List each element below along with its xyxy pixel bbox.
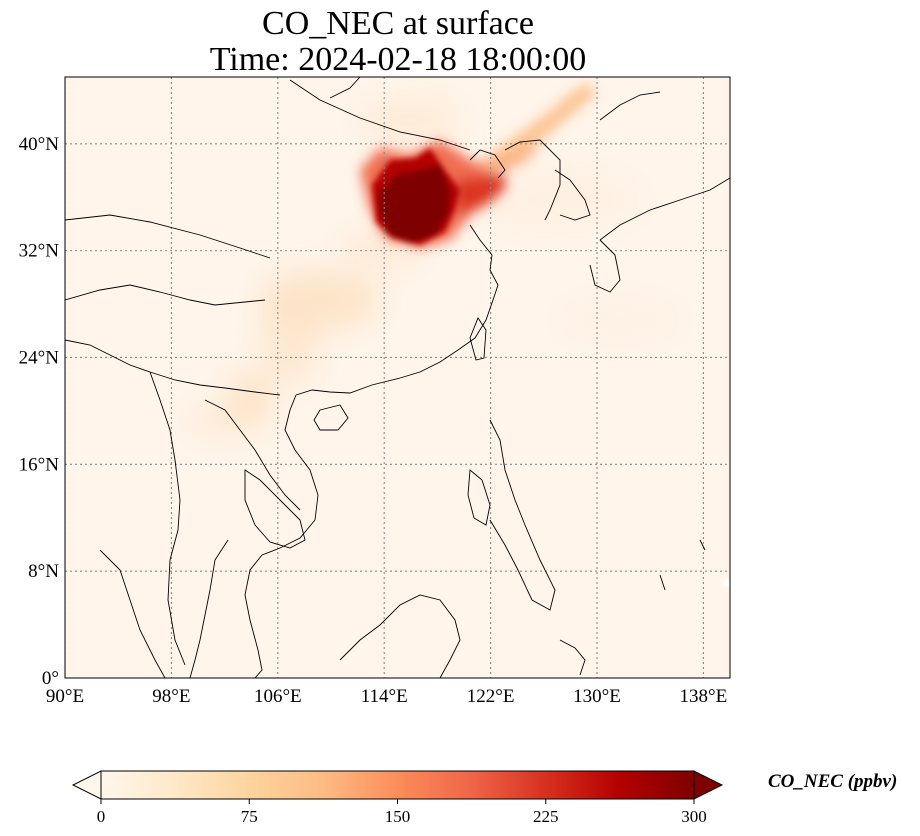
colorbar: 0 75 150 225 300 [71, 770, 724, 826]
colorbar-tick-label: 150 [385, 807, 411, 826]
lat-tick-label: 0° [42, 668, 59, 689]
colorbar-extend-min [71, 770, 102, 800]
main-co-plume [360, 140, 505, 248]
lon-tick-label: 106°E [254, 686, 302, 707]
map-frame [64, 76, 731, 679]
lon-tick-label: 138°E [680, 686, 728, 707]
lat-tick-label: 16°N [19, 454, 60, 475]
lon-tick-label: 130°E [573, 686, 621, 707]
colorbar-tick-label: 300 [681, 807, 707, 826]
lon-tick-label: 90°E [46, 686, 84, 707]
colorbar-label: CO_NEC (ppbv) [768, 771, 898, 792]
colorbar-bar [100, 770, 695, 800]
lon-tick-label: 114°E [361, 686, 408, 707]
coastlines [65, 77, 730, 678]
low-concentration-haze [190, 96, 680, 436]
colorbar-tick-label: 225 [533, 807, 559, 826]
colorbar-tick-label: 75 [241, 807, 258, 826]
map-subtitle: Time: 2024-02-18 18:00:00 [209, 41, 587, 78]
colorbar-ticks: 0 75 150 225 300 [97, 799, 707, 826]
colorbar-extend-max [693, 770, 724, 800]
lat-tick-label: 40°N [19, 134, 60, 155]
lat-tick-label: 24°N [19, 347, 60, 368]
northeast-plume [470, 82, 595, 175]
colorbar-tick-label: 0 [97, 807, 106, 826]
missing-data-spot [723, 579, 730, 587]
lat-tick-label: 8°N [28, 561, 59, 582]
lon-tick-label: 122°E [467, 686, 515, 707]
lat-tick-label: 32°N [19, 241, 60, 262]
longitude-labels: 90°E 98°E 106°E 114°E 122°E 130°E 138°E [46, 686, 727, 707]
latitude-labels: 0° 8°N 16°N 24°N 32°N 40°N [19, 134, 60, 689]
lon-tick-label: 98°E [152, 686, 190, 707]
map-title: CO_NEC at surface [262, 5, 534, 42]
map-panel [65, 77, 730, 678]
